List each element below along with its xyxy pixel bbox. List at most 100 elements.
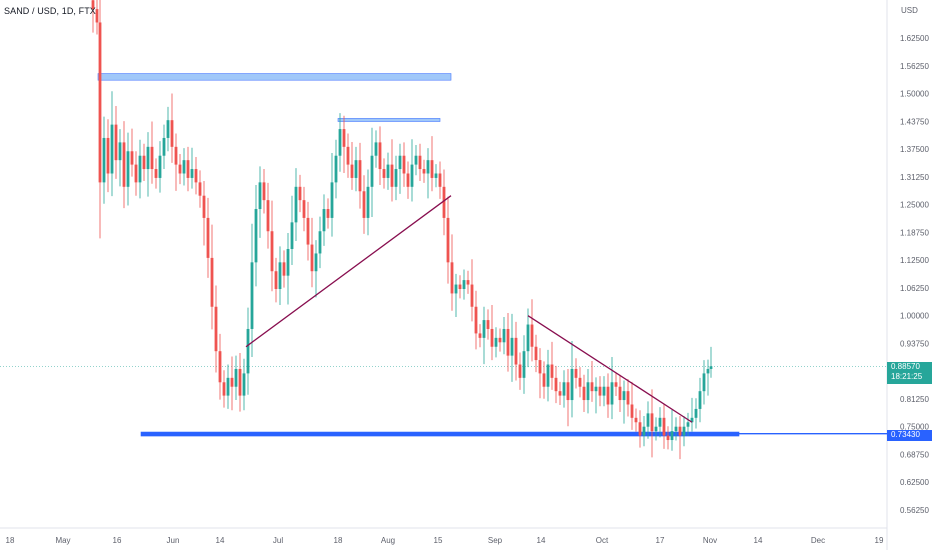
candles xyxy=(91,0,713,460)
candle-body xyxy=(266,200,270,232)
x-axis: 18 May 16 Jun 14 Jul 18 Aug 15 Sep 14 Oct 17 Nov 14 Dec… xyxy=(6,536,884,545)
candle-body xyxy=(438,173,442,187)
candle-body xyxy=(454,284,458,294)
candle-body xyxy=(678,426,682,436)
x-tick-label: 16 xyxy=(113,536,122,545)
candle-body xyxy=(442,186,446,218)
candle-body xyxy=(422,169,426,174)
candle-body xyxy=(446,217,450,263)
candle-body xyxy=(246,328,250,374)
candle-body xyxy=(286,249,290,276)
candle-body xyxy=(698,391,702,409)
y-tick-label: 1.62500 xyxy=(900,34,929,43)
candle-body xyxy=(122,142,126,187)
candle-body xyxy=(130,151,134,165)
y-tick-label: 1.00000 xyxy=(900,312,929,321)
candle-body xyxy=(206,217,210,258)
candle-body xyxy=(478,333,482,338)
candle-body xyxy=(150,146,154,170)
candle-body xyxy=(142,155,146,170)
candle-body xyxy=(290,222,294,250)
candle-body xyxy=(506,328,510,356)
candle-body xyxy=(102,137,106,183)
candle-body xyxy=(562,382,566,396)
countdown-value: 18:21:25 xyxy=(891,372,923,381)
candle-body xyxy=(414,155,418,165)
y-tick-label: 0.68750 xyxy=(900,450,929,459)
candle-body xyxy=(470,284,474,307)
candle-body xyxy=(658,417,662,427)
candle-body xyxy=(550,364,554,378)
candle-body xyxy=(622,391,626,401)
candle-body xyxy=(330,182,334,218)
candle-body xyxy=(306,217,310,245)
candle-body xyxy=(362,191,366,218)
candle-body xyxy=(138,155,142,183)
y-axis: 1.62500 1.56250 1.50000 1.43750 1.37500 1.312… xyxy=(900,34,929,515)
candle-body xyxy=(382,169,386,178)
candle-body xyxy=(302,200,306,218)
x-tick-label: Aug xyxy=(381,536,395,545)
candle-body xyxy=(570,368,574,401)
candle-body xyxy=(510,337,514,356)
candle-body xyxy=(582,386,586,401)
trendlines xyxy=(245,195,693,423)
x-tick-label: 15 xyxy=(434,536,443,545)
candle-body xyxy=(234,368,238,387)
candle-body xyxy=(514,337,518,365)
x-tick-label: 14 xyxy=(754,536,763,545)
y-tick-label: 0.93750 xyxy=(900,339,929,348)
zones xyxy=(97,73,887,437)
candle-body xyxy=(542,373,546,387)
candle-body xyxy=(366,186,370,218)
candle-body xyxy=(434,173,438,178)
y-tick-label: 1.50000 xyxy=(900,90,929,99)
candle-body xyxy=(642,426,646,436)
candle-body xyxy=(254,209,258,263)
x-tick-label: Dec xyxy=(811,536,825,545)
x-tick-label: 14 xyxy=(537,536,546,545)
candle-body xyxy=(226,377,230,396)
candle-body xyxy=(498,337,502,343)
support-price-box: 0.73430 xyxy=(887,430,932,441)
candle-body xyxy=(634,417,638,423)
candle-body xyxy=(146,146,150,170)
candle-body xyxy=(474,306,478,334)
last-price-box: 0.88570 18:21:25 xyxy=(887,362,932,384)
candle-body xyxy=(274,271,278,289)
candle-body xyxy=(670,431,674,441)
candle-body xyxy=(338,129,342,156)
candle-body xyxy=(282,262,286,276)
x-tick-label: 18 xyxy=(6,536,15,545)
candle-body xyxy=(482,320,486,338)
candle-body xyxy=(682,426,686,436)
candle-body xyxy=(610,382,614,405)
y-tick-label: 1.25000 xyxy=(900,201,929,210)
candle-body xyxy=(350,164,354,178)
candle-body xyxy=(546,364,550,387)
candle-body xyxy=(390,164,394,187)
x-tick-label: 14 xyxy=(216,536,225,545)
symbol-title: SAND / USD, 1D, FTX xyxy=(4,6,96,16)
candle-body xyxy=(566,382,570,401)
candle-body xyxy=(486,320,490,329)
candle-body xyxy=(358,160,362,192)
candle-body xyxy=(194,169,198,183)
candle-body xyxy=(342,129,346,147)
candle-body xyxy=(278,262,282,289)
candle-body xyxy=(598,386,602,396)
candle-body xyxy=(702,373,706,392)
last-price-value: 0.88570 xyxy=(891,362,920,371)
x-tick-label: 19 xyxy=(875,536,884,545)
candle-body xyxy=(378,142,382,170)
candle-body xyxy=(646,413,650,427)
candle-body xyxy=(334,155,338,183)
candle-body xyxy=(210,257,214,307)
y-tick-label: 1.06250 xyxy=(900,284,929,293)
candle-body xyxy=(386,164,390,178)
candle-body xyxy=(530,324,534,347)
currency-label: USD xyxy=(901,6,918,15)
candle-body xyxy=(182,160,186,174)
candle-body xyxy=(262,182,266,201)
